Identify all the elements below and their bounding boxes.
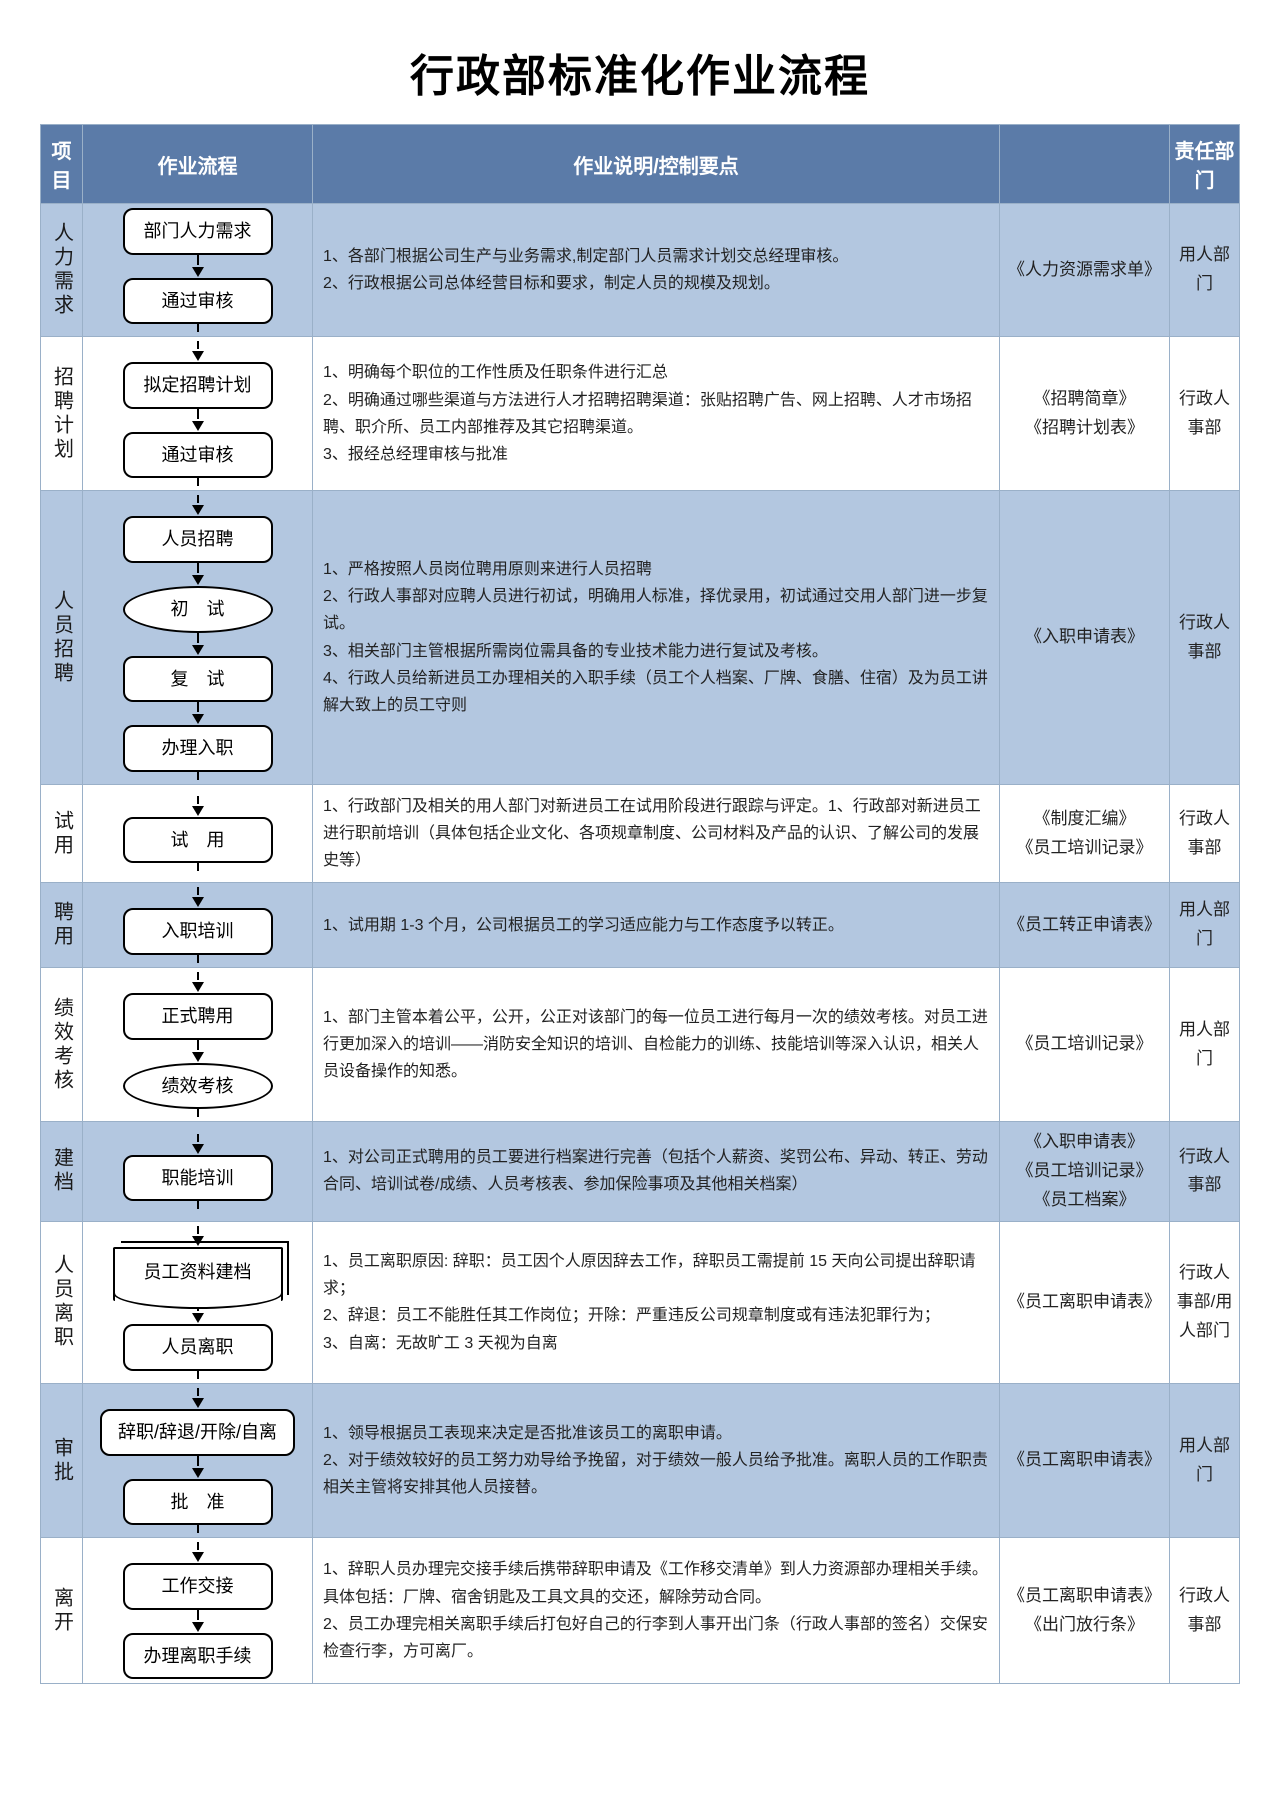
project-cell: 审批 (41, 1383, 83, 1537)
project-cell: 人员离职 (41, 1221, 83, 1383)
flow-node: 正式聘用 (123, 993, 273, 1040)
flow-cell: 职能培训 (83, 1122, 313, 1222)
desc-cell: 1、对公司正式聘用的员工要进行档案进行完善（包括个人薪资、奖罚公布、异动、转正、… (313, 1122, 1000, 1222)
table-row: 人员招聘人员招聘初 试复 试办理入职1、严格按照人员岗位聘用原则来进行人员招聘2… (41, 491, 1240, 784)
flow-cell: 工作交接办理离职手续 (83, 1538, 313, 1684)
flow-node: 试 用 (123, 817, 273, 864)
flow-node: 初 试 (123, 586, 273, 633)
flow-node: 员工资料建档 (113, 1247, 283, 1302)
table-row: 绩效考核正式聘用绩效考核1、部门主管本着公平，公开，公正对该部门的每一位员工进行… (41, 967, 1240, 1121)
process-table: 项目 作业流程 作业说明/控制要点 责任部门 人力需求部门人力需求通过审核1、各… (40, 124, 1240, 1684)
flow-node: 人员招聘 (123, 516, 273, 563)
flow-node: 办理离职手续 (123, 1633, 273, 1680)
flow-node: 办理入职 (123, 725, 273, 772)
header-dept: 责任部门 (1170, 125, 1240, 204)
table-row: 建档职能培训 1、对公司正式聘用的员工要进行档案进行完善（包括个人薪资、奖罚公布、… (41, 1122, 1240, 1222)
flow-cell: 入职培训 (83, 883, 313, 968)
flow-cell: 拟定招聘计划通过审核 (83, 337, 313, 491)
doc-cell: 《制度汇编》《员工培训记录》 (1000, 784, 1170, 883)
flow-node: 通过审核 (123, 432, 273, 479)
dept-cell: 用人部门 (1170, 883, 1240, 968)
doc-cell: 《员工培训记录》 (1000, 967, 1170, 1121)
doc-cell: 《入职申请表》《员工培训记录》《员工档案》 (1000, 1122, 1170, 1222)
table-row: 审批辞职/辞退/开除/自离批 准1、领导根据员工表现来决定是否批准该员工的离职申… (41, 1383, 1240, 1537)
dept-cell: 行政人事部 (1170, 1122, 1240, 1222)
table-row: 离开工作交接办理离职手续1、辞职人员办理完交接手续后携带辞职申请及《工作移交清单… (41, 1538, 1240, 1684)
flow-node: 工作交接 (123, 1563, 273, 1610)
header-desc: 作业说明/控制要点 (313, 125, 1000, 204)
desc-cell: 1、行政部门及相关的用人部门对新进员工在试用阶段进行跟踪与评定。1、行政部对新进… (313, 784, 1000, 883)
table-row: 招聘计划拟定招聘计划通过审核1、明确每个职位的工作性质及任职条件进行汇总2、明确… (41, 337, 1240, 491)
doc-cell: 《员工离职申请表》 (1000, 1221, 1170, 1383)
desc-cell: 1、明确每个职位的工作性质及任职条件进行汇总2、明确通过哪些渠道与方法进行人才招… (313, 337, 1000, 491)
flow-node: 部门人力需求 (123, 208, 273, 255)
dept-cell: 行政人事部/用人部门 (1170, 1221, 1240, 1383)
desc-cell: 1、试用期 1-3 个月，公司根据员工的学习适应能力与工作态度予以转正。 (313, 883, 1000, 968)
doc-cell: 《员工转正申请表》 (1000, 883, 1170, 968)
project-cell: 人员招聘 (41, 491, 83, 784)
flow-node: 职能培训 (123, 1155, 273, 1202)
desc-cell: 1、辞职人员办理完交接手续后携带辞职申请及《工作移交清单》到人力资源部办理相关手… (313, 1538, 1000, 1684)
flow-node: 人员离职 (123, 1324, 273, 1371)
flow-cell: 员工资料建档人员离职 (83, 1221, 313, 1383)
flow-node: 绩效考核 (123, 1063, 273, 1110)
flow-node: 拟定招聘计划 (123, 362, 273, 409)
dept-cell: 行政人事部 (1170, 784, 1240, 883)
header-project: 项目 (41, 125, 83, 204)
page-container: 行政部标准化作业流程 项目 作业流程 作业说明/控制要点 责任部门 人力需求部门… (40, 40, 1240, 1684)
project-cell: 建档 (41, 1122, 83, 1222)
flow-cell: 人员招聘初 试复 试办理入职 (83, 491, 313, 784)
table-row: 人力需求部门人力需求通过审核1、各部门根据公司生产与业务需求,制定部门人员需求计… (41, 204, 1240, 337)
dept-cell: 用人部门 (1170, 1383, 1240, 1537)
table-row: 聘用入职培训 1、试用期 1-3 个月，公司根据员工的学习适应能力与工作态度予以转… (41, 883, 1240, 968)
header-flow: 作业流程 (83, 125, 313, 204)
desc-cell: 1、部门主管本着公平，公开，公正对该部门的每一位员工进行每月一次的绩效考核。对员… (313, 967, 1000, 1121)
page-title: 行政部标准化作业流程 (40, 40, 1240, 104)
project-cell: 人力需求 (41, 204, 83, 337)
doc-cell: 《员工离职申请表》 (1000, 1383, 1170, 1537)
project-cell: 聘用 (41, 883, 83, 968)
doc-cell: 《入职申请表》 (1000, 491, 1170, 784)
dept-cell: 用人部门 (1170, 204, 1240, 337)
flow-cell: 正式聘用绩效考核 (83, 967, 313, 1121)
dept-cell: 用人部门 (1170, 967, 1240, 1121)
desc-cell: 1、各部门根据公司生产与业务需求,制定部门人员需求计划交总经理审核。2、行政根据… (313, 204, 1000, 337)
desc-cell: 1、严格按照人员岗位聘用原则来进行人员招聘2、行政人事部对应聘人员进行初试，明确… (313, 491, 1000, 784)
dept-cell: 行政人事部 (1170, 337, 1240, 491)
project-cell: 试用 (41, 784, 83, 883)
doc-cell: 《招聘简章》《招聘计划表》 (1000, 337, 1170, 491)
dept-cell: 行政人事部 (1170, 491, 1240, 784)
flow-node: 辞职/辞退/开除/自离 (100, 1409, 295, 1456)
flow-cell: 试 用 (83, 784, 313, 883)
project-cell: 招聘计划 (41, 337, 83, 491)
flow-cell: 辞职/辞退/开除/自离批 准 (83, 1383, 313, 1537)
dept-cell: 行政人事部 (1170, 1538, 1240, 1684)
header-row: 项目 作业流程 作业说明/控制要点 责任部门 (41, 125, 1240, 204)
table-row: 人员离职员工资料建档人员离职1、员工离职原因: 辞职：员工因个人原因辞去工作，辞… (41, 1221, 1240, 1383)
project-cell: 离开 (41, 1538, 83, 1684)
flow-node: 通过审核 (123, 278, 273, 325)
table-row: 试用试 用 1、行政部门及相关的用人部门对新进员工在试用阶段进行跟踪与评定。1、行… (41, 784, 1240, 883)
flow-node: 批 准 (123, 1479, 273, 1526)
header-doc (1000, 125, 1170, 204)
project-cell: 绩效考核 (41, 967, 83, 1121)
desc-cell: 1、领导根据员工表现来决定是否批准该员工的离职申请。2、对于绩效较好的员工努力劝… (313, 1383, 1000, 1537)
doc-cell: 《人力资源需求单》 (1000, 204, 1170, 337)
flow-node: 入职培训 (123, 908, 273, 955)
desc-cell: 1、员工离职原因: 辞职：员工因个人原因辞去工作，辞职员工需提前 15 天向公司… (313, 1221, 1000, 1383)
flow-node: 复 试 (123, 656, 273, 703)
flow-cell: 部门人力需求通过审核 (83, 204, 313, 337)
doc-cell: 《员工离职申请表》《出门放行条》 (1000, 1538, 1170, 1684)
